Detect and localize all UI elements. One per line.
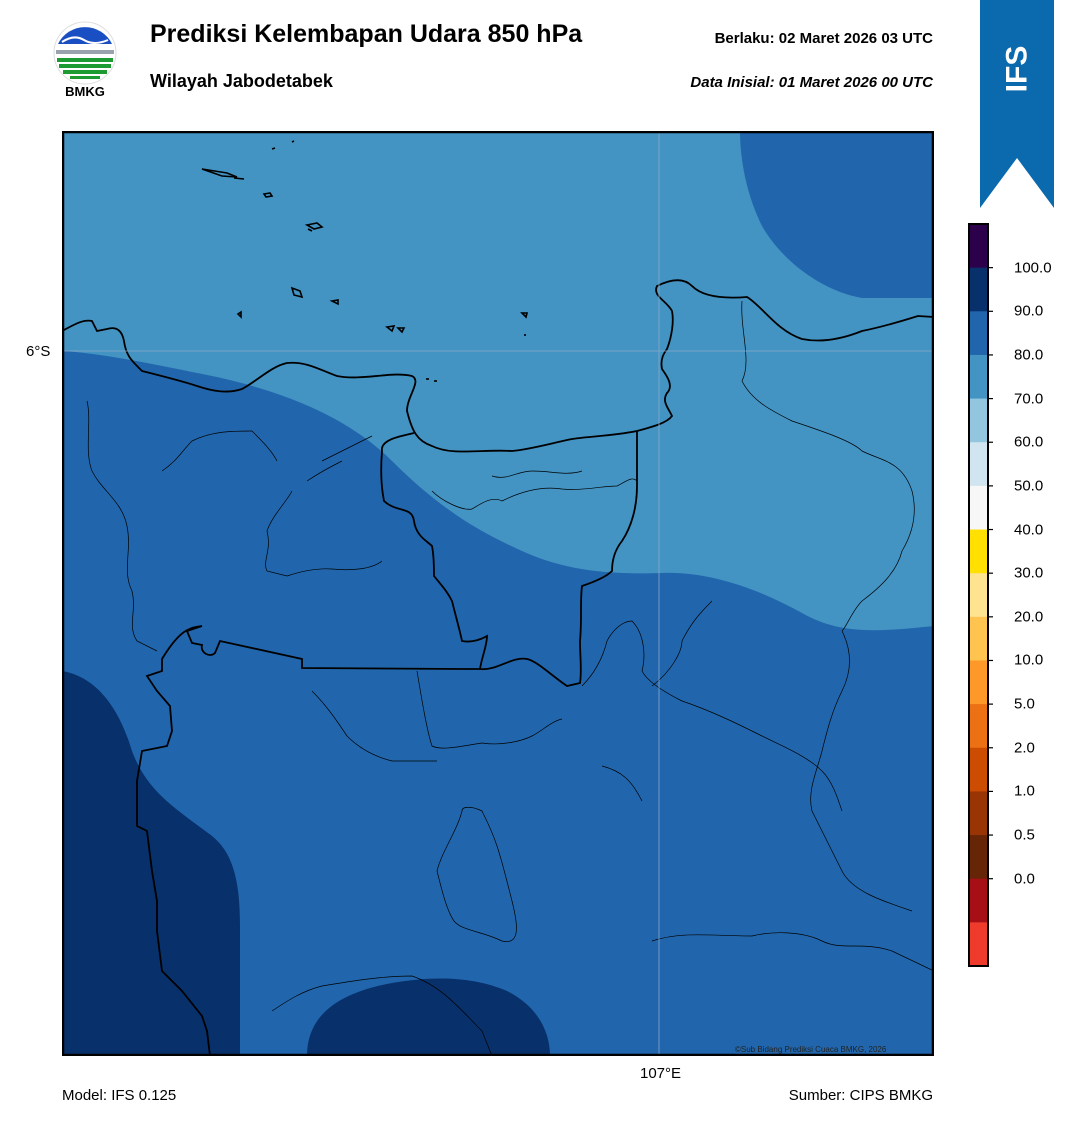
colorbar-tick-label: 0.5	[1014, 826, 1035, 844]
colorbar-segment	[969, 616, 988, 661]
colorbar-segment	[969, 704, 988, 749]
colorbar-segment	[969, 747, 988, 792]
colorbar-segment	[969, 442, 988, 487]
humidity-map	[62, 131, 934, 1056]
regency-boundaries	[86, 300, 934, 1056]
colorbar-tick-label: 1.0	[1014, 782, 1035, 800]
colorbar-segment	[969, 267, 988, 312]
colorbar-segment	[969, 835, 988, 880]
longitude-label: 107°E	[640, 1065, 682, 1082]
colorbar-tick-label: 70.0	[1014, 390, 1044, 408]
colorbar-segment	[969, 791, 988, 836]
colorbar-tick-label: 10.0	[1014, 651, 1044, 669]
colorbar-tick-label: 80.0	[1014, 346, 1044, 364]
colorbar-tick-label: 0.0	[1014, 870, 1035, 888]
source-label: Sumber: CIPS BMKG	[788, 1087, 933, 1104]
humidity-zone-80-90-ne	[740, 131, 934, 298]
colorbar-tick-label: 100.0	[1014, 259, 1052, 277]
bmkg-logo-icon	[52, 20, 118, 102]
colorbar-tick-label: 50.0	[1014, 477, 1044, 495]
colorbar-tick-label: 40.0	[1014, 521, 1044, 539]
colorbar-tick-label: 2.0	[1014, 739, 1035, 757]
colorbar-tick-label: 20.0	[1014, 608, 1044, 626]
province-boundary	[380, 431, 638, 687]
copyright-notice: ©Sub Bidang Prediksi Cuaca BMKG, 2026	[735, 1045, 887, 1054]
colorbar-tick-label: 30.0	[1014, 564, 1044, 582]
colorbar-segment	[969, 878, 988, 923]
coastline	[62, 279, 934, 453]
colorbar-segment	[969, 485, 988, 531]
colorbar-segment	[969, 573, 988, 618]
model-label: Model: IFS 0.125	[62, 1087, 177, 1104]
valid-time: Berlaku: 02 Maret 2026 03 UTC	[714, 30, 933, 47]
region-subtitle: Wilayah Jabodetabek	[150, 71, 333, 91]
ifs-ribbon-badge	[980, 0, 1054, 208]
chart-title: Prediksi Kelembapan Udara 850 hPa	[150, 20, 583, 48]
colorbar	[968, 223, 993, 967]
colorbar-segment	[969, 922, 988, 967]
colorbar-segment	[969, 398, 988, 443]
latitude-label: 6°S	[26, 343, 51, 360]
ifs-badge-text: IFS	[999, 45, 1033, 93]
humidity-zone-70-80	[62, 131, 934, 631]
humidity-zone-90-100-south	[307, 978, 550, 1056]
colorbar-segment	[969, 311, 988, 356]
map-frame	[62, 131, 934, 1056]
initial-time: Data Inisial: 01 Maret 2026 00 UTC	[690, 74, 933, 91]
province-boundary-west	[136, 625, 480, 1056]
colorbar-segment	[969, 660, 988, 705]
colorbar-tick-label: 90.0	[1014, 302, 1044, 320]
colorbar-segment	[969, 224, 988, 269]
logo-text: BMKG	[65, 84, 105, 99]
colorbar-tick-label: 5.0	[1014, 695, 1035, 713]
colorbar-tick-label: 60.0	[1014, 433, 1044, 451]
colorbar-segment	[969, 529, 988, 574]
islands	[201, 140, 529, 382]
colorbar-segment	[969, 354, 988, 400]
colorbar-frame	[968, 223, 989, 967]
